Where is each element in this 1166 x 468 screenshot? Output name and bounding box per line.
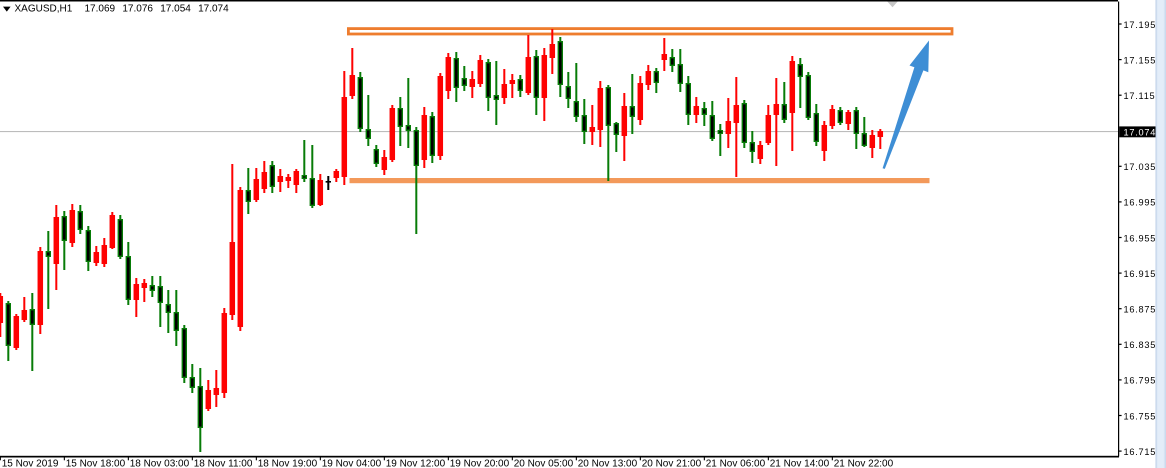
svg-text:16.755: 16.755 — [1124, 411, 1157, 421]
svg-text:17.115: 17.115 — [1124, 91, 1156, 101]
svg-text:21 Nov 06:00: 21 Nov 06:00 — [706, 458, 766, 468]
svg-text:18 Nov 03:00: 18 Nov 03:00 — [130, 458, 190, 468]
svg-text:20 Nov 21:00: 20 Nov 21:00 — [642, 458, 702, 468]
svg-text:17.074: 17.074 — [1124, 127, 1157, 137]
svg-text:18 Nov 19:00: 18 Nov 19:00 — [258, 458, 318, 468]
svg-text:17.035: 17.035 — [1124, 162, 1157, 172]
svg-text:16.795: 16.795 — [1124, 376, 1157, 386]
svg-text:19 Nov 04:00: 19 Nov 04:00 — [322, 458, 382, 468]
svg-text:21 Nov 22:00: 21 Nov 22:00 — [834, 458, 894, 468]
svg-text:16.875: 16.875 — [1124, 305, 1157, 315]
svg-text:20 Nov 05:00: 20 Nov 05:00 — [514, 458, 574, 468]
svg-text:18 Nov 11:00: 18 Nov 11:00 — [194, 458, 253, 468]
svg-text:15 Nov 18:00: 15 Nov 18:00 — [66, 458, 126, 468]
svg-text:16.915: 16.915 — [1124, 269, 1157, 279]
svg-text:16.835: 16.835 — [1124, 340, 1157, 350]
svg-text:20 Nov 13:00: 20 Nov 13:00 — [578, 458, 638, 468]
svg-text:16.995: 16.995 — [1124, 198, 1157, 208]
svg-text:17.069 17.076 17.054 17.074: 17.069 17.076 17.054 17.074 — [85, 4, 230, 15]
svg-text:16.955: 16.955 — [1124, 233, 1157, 243]
svg-text:19 Nov 12:00: 19 Nov 12:00 — [386, 458, 446, 468]
svg-text:15 Nov 2019: 15 Nov 2019 — [2, 458, 59, 468]
svg-text:XAGUSD,H1: XAGUSD,H1 — [15, 4, 73, 15]
svg-text:21 Nov 14:00: 21 Nov 14:00 — [770, 458, 830, 468]
svg-text:16.715: 16.715 — [1124, 447, 1157, 457]
svg-text:17.195: 17.195 — [1124, 20, 1157, 30]
svg-text:19 Nov 20:00: 19 Nov 20:00 — [450, 458, 510, 468]
svg-text:17.155: 17.155 — [1124, 55, 1157, 65]
